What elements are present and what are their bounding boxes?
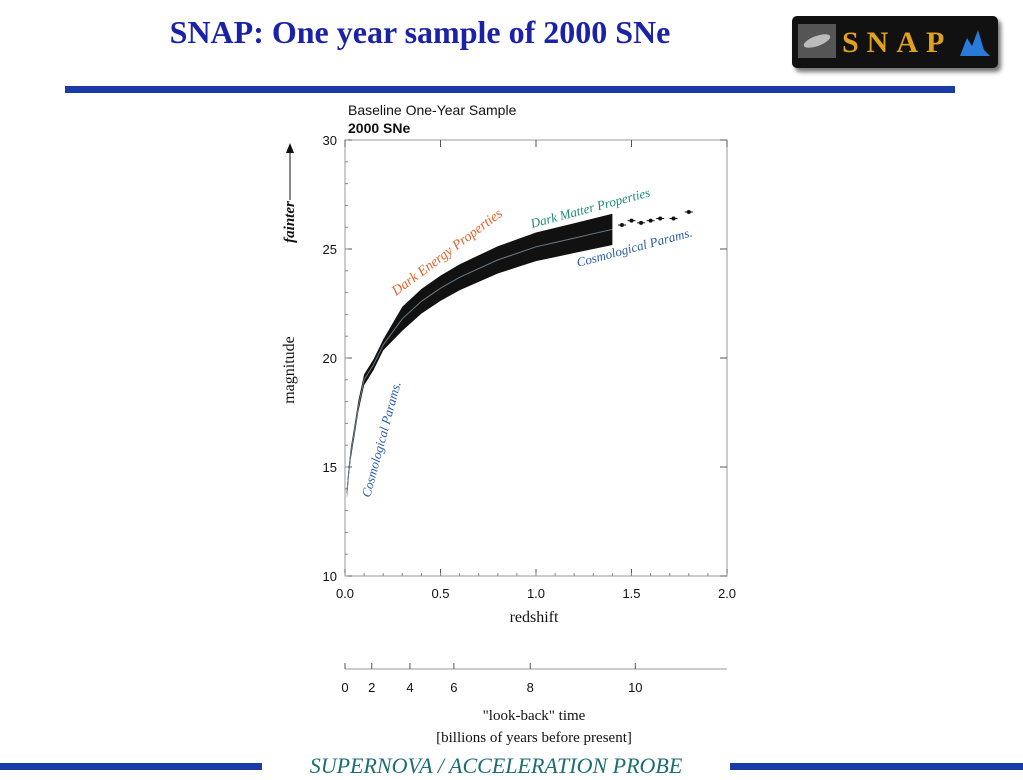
slide-title: SNAP: One year sample of 2000 SNe — [169, 14, 671, 50]
top-rule — [65, 86, 955, 93]
data-point — [619, 223, 624, 228]
lookback-sublabel: [billions of years before present] — [436, 730, 632, 746]
data-point — [671, 216, 676, 221]
bottom-rule-left — [0, 763, 262, 770]
y-tick-label: 20 — [323, 351, 337, 366]
annotation-cosmo-params-low: Cosmological Params. — [358, 380, 403, 499]
lookback-tick-label: 10 — [628, 680, 642, 695]
logo-galaxy-shape — [803, 34, 831, 48]
x-tick-label: 2.0 — [718, 586, 736, 601]
lookback-axis: 0 2 4 6 8 10 — [341, 663, 643, 695]
x-axis: 0.0 0.5 1.0 1.5 2.0 — [336, 140, 736, 601]
y-tick-label: 25 — [323, 242, 337, 257]
logo-spectrum-icon — [960, 30, 990, 56]
x-tick-label: 1.0 — [527, 586, 545, 601]
x-tick-label: 0.5 — [431, 586, 449, 601]
chart-subtitle: 2000 SNe — [348, 120, 410, 136]
lookback-label: "look-back" time — [483, 708, 586, 724]
plot-frame — [344, 139, 728, 577]
y-tick-label: 15 — [323, 460, 337, 475]
logo-graphic — [798, 24, 990, 58]
x-axis-label: redshift — [510, 609, 559, 626]
x-tick-label: 1.5 — [622, 586, 640, 601]
data-point — [648, 218, 653, 223]
fainter-label: fainter — [282, 201, 298, 243]
y-axis-label: magnitude — [281, 336, 298, 404]
y-axis: 10 15 20 25 30 — [323, 133, 727, 584]
lookback-tick-label: 6 — [450, 680, 457, 695]
data-point — [658, 216, 663, 221]
y-tick-label: 30 — [323, 133, 337, 148]
fit-curve — [346, 228, 613, 494]
lookback-tick-label: 0 — [341, 680, 348, 695]
data-band — [346, 213, 613, 499]
lookback-tick-label: 2 — [368, 680, 375, 695]
data-point — [686, 209, 691, 214]
data-points — [617, 209, 693, 228]
x-tick-label: 0.0 — [336, 586, 354, 601]
snap-logo: SNAP — [792, 16, 998, 68]
lookback-tick-label: 8 — [527, 680, 534, 695]
fainter-arrow-icon — [286, 143, 294, 153]
data-point — [629, 218, 634, 223]
logo-text: SNAP — [842, 26, 953, 59]
y-tick-label: 10 — [323, 569, 337, 584]
data-point — [639, 220, 644, 225]
chart-title: Baseline One-Year Sample — [348, 102, 517, 118]
footer-text: SUPERNOVA / ACCELERATION PROBE — [262, 753, 730, 779]
bottom-rule-right — [730, 763, 1023, 770]
lookback-tick-label: 4 — [406, 680, 413, 695]
